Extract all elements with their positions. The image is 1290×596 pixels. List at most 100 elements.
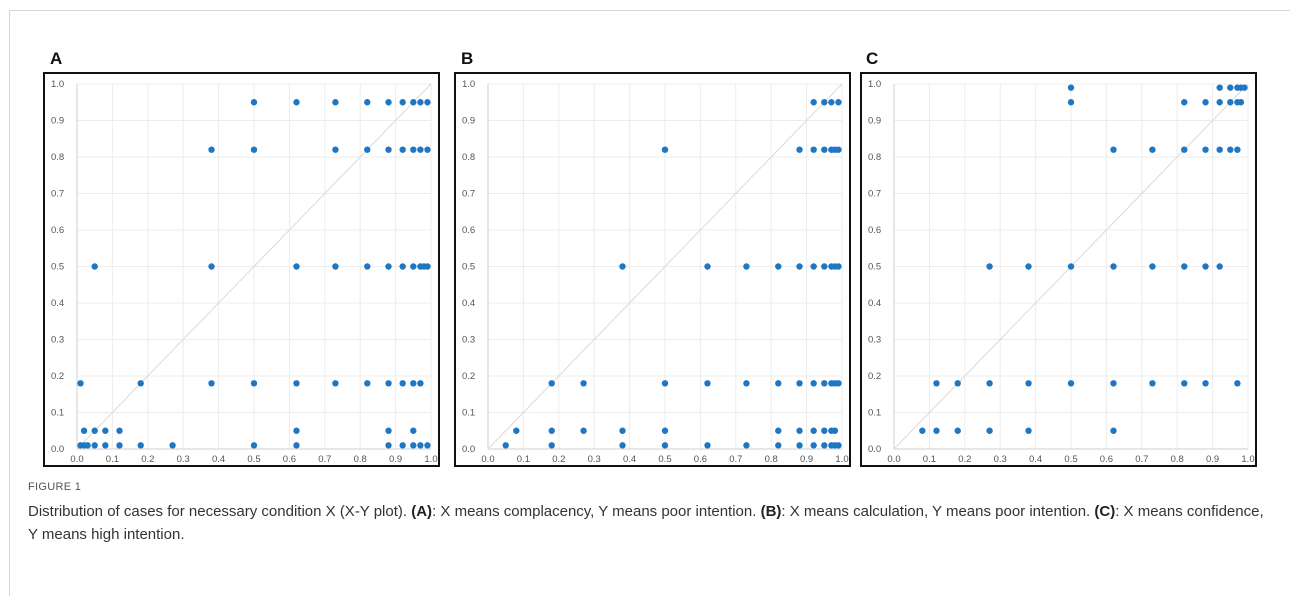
y-tick-label: 0.7 bbox=[51, 189, 64, 200]
y-tick-label: 0.5 bbox=[868, 262, 881, 273]
scatter-point bbox=[704, 380, 711, 387]
scatter-point bbox=[1216, 146, 1223, 153]
y-tick-label: 0.7 bbox=[868, 189, 881, 200]
scatter-point bbox=[91, 442, 98, 449]
scatter-point bbox=[424, 146, 431, 153]
x-tick-label: 0.9 bbox=[1206, 454, 1219, 465]
scatter-point bbox=[332, 263, 339, 270]
scatter-point bbox=[84, 442, 91, 449]
panel-letter-c: C bbox=[866, 49, 879, 68]
scatter-point bbox=[1025, 263, 1032, 270]
y-tick-label: 0.0 bbox=[462, 444, 475, 455]
scatter-point bbox=[293, 442, 300, 449]
scatter-point bbox=[810, 263, 817, 270]
y-tick-label: 0.2 bbox=[462, 371, 475, 382]
scatter-point bbox=[1202, 380, 1209, 387]
scatter-point bbox=[835, 99, 842, 106]
x-tick-label: 0.5 bbox=[1064, 454, 1077, 465]
scatter-point bbox=[1181, 380, 1188, 387]
scatter-point bbox=[548, 442, 555, 449]
scatter-point bbox=[1181, 146, 1188, 153]
caption-panel-ref: (A) bbox=[411, 503, 433, 520]
figure-caption: Distribution of cases for necessary cond… bbox=[28, 500, 1268, 546]
scatter-point bbox=[250, 99, 258, 106]
scatter-point bbox=[835, 380, 842, 387]
diagonal-line bbox=[76, 83, 432, 450]
scatter-point bbox=[835, 263, 842, 270]
scatter-point bbox=[250, 146, 258, 153]
scatter-point bbox=[821, 146, 828, 153]
scatter-point bbox=[417, 380, 424, 387]
scatter-point bbox=[704, 442, 711, 449]
x-tick-label: 0.2 bbox=[552, 454, 565, 465]
x-tick-label: 0.6 bbox=[283, 454, 296, 465]
panel-letter-a: A bbox=[50, 49, 63, 68]
scatter-point bbox=[796, 146, 803, 153]
y-tick-label: 0.3 bbox=[462, 335, 475, 346]
scatter-point bbox=[91, 263, 98, 270]
scatter-point bbox=[933, 427, 940, 434]
scatter-point bbox=[385, 427, 392, 434]
scatter-point bbox=[775, 380, 782, 387]
caption-panel-ref: (C) bbox=[1094, 503, 1116, 520]
x-tick-label: 0.3 bbox=[588, 454, 601, 465]
scatter-point bbox=[796, 442, 803, 449]
scatter-point bbox=[704, 263, 711, 270]
scatter-point bbox=[385, 380, 392, 387]
scatter-point bbox=[1110, 263, 1117, 270]
scatter-point bbox=[743, 380, 750, 387]
scatter-point bbox=[1202, 146, 1209, 153]
scatter-point bbox=[619, 442, 626, 449]
scatter-point bbox=[796, 380, 803, 387]
scatter-point bbox=[513, 427, 520, 434]
scatter-point bbox=[1149, 263, 1156, 270]
x-tick-label: 0.1 bbox=[106, 454, 119, 465]
scatter-point bbox=[116, 442, 123, 449]
panel-letter-b: B bbox=[461, 49, 474, 68]
scatter-point bbox=[1067, 84, 1075, 91]
scatter-plot-a: 0.0 0.1 0.2 0.3 0.4 0.5 0.6 0.7 0.8 0.9 1.0 0.0 0.1 0… bbox=[51, 79, 438, 465]
scatter-point bbox=[1234, 146, 1241, 153]
scatter-plot-b: 0.0 0.1 0.2 0.3 0.4 0.5 0.6 0.7 0.8 0.9 1.0 0.0 0.1 0… bbox=[462, 79, 849, 465]
x-tick-label: 0.5 bbox=[247, 454, 260, 465]
diagonal-line bbox=[487, 83, 843, 450]
scatter-point bbox=[410, 146, 417, 153]
scatter-point bbox=[1227, 84, 1234, 91]
scatter-point bbox=[410, 99, 417, 106]
y-tick-label: 0.2 bbox=[51, 371, 64, 382]
scatter-point bbox=[250, 442, 258, 449]
scatter-point bbox=[933, 380, 940, 387]
y-tick-label: 0.4 bbox=[51, 298, 64, 309]
scatter-point bbox=[1216, 84, 1223, 91]
scatter-point bbox=[986, 427, 993, 434]
scatter-point bbox=[661, 146, 669, 153]
scatter-point bbox=[619, 427, 626, 434]
scatter-point bbox=[954, 380, 961, 387]
x-tick-label: 0.3 bbox=[177, 454, 190, 465]
scatter-point bbox=[293, 427, 300, 434]
scatter-point bbox=[810, 99, 817, 106]
scatter-point bbox=[385, 99, 392, 106]
x-tick-label: 0.0 bbox=[70, 454, 83, 465]
x-tick-label: 0.2 bbox=[141, 454, 154, 465]
scatter-point bbox=[1202, 99, 1209, 106]
y-tick-label: 0.9 bbox=[868, 116, 881, 127]
x-tick-label: 0.8 bbox=[765, 454, 778, 465]
figure-frame bbox=[9, 10, 1290, 596]
scatter-point bbox=[385, 146, 392, 153]
x-tick-label: 1.0 bbox=[1241, 454, 1254, 465]
y-tick-label: 0.9 bbox=[462, 116, 475, 127]
x-tick-label: 0.4 bbox=[1029, 454, 1042, 465]
scatter-point bbox=[821, 427, 828, 434]
scatter-point bbox=[1181, 99, 1188, 106]
scatter-point bbox=[169, 442, 176, 449]
scatter-point bbox=[1181, 263, 1188, 270]
scatter-point bbox=[208, 380, 215, 387]
x-tick-label: 1.0 bbox=[424, 454, 437, 465]
x-tick-label: 0.9 bbox=[800, 454, 813, 465]
scatter-point bbox=[293, 263, 300, 270]
scatter-point bbox=[548, 380, 555, 387]
scatter-point bbox=[1149, 380, 1156, 387]
scatter-point bbox=[821, 442, 828, 449]
x-tick-label: 0.8 bbox=[354, 454, 367, 465]
